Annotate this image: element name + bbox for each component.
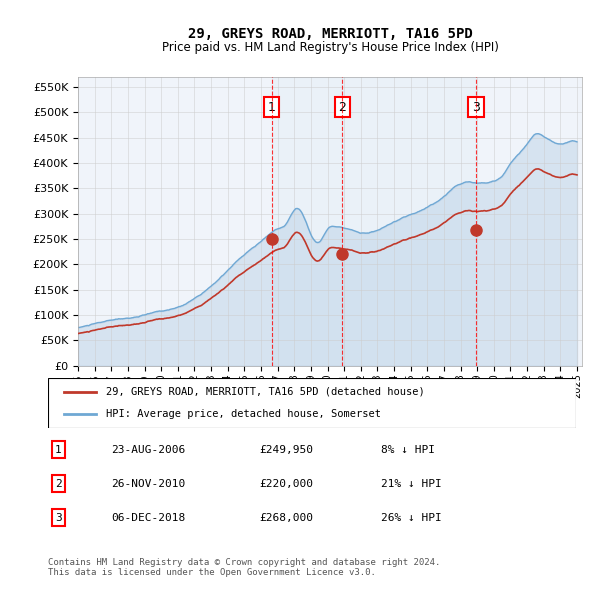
- Text: 8% ↓ HPI: 8% ↓ HPI: [380, 445, 434, 455]
- Text: HPI: Average price, detached house, Somerset: HPI: Average price, detached house, Some…: [106, 409, 381, 419]
- Bar: [272, 77, 343, 366]
- Text: 23-AUG-2006: 23-AUG-2006: [112, 445, 185, 455]
- Text: 3: 3: [472, 101, 480, 114]
- Text: 1: 1: [55, 445, 62, 455]
- Text: 2: 2: [338, 101, 346, 114]
- Text: £249,950: £249,950: [259, 445, 313, 455]
- Text: 29, GREYS ROAD, MERRIOTT, TA16 5PD: 29, GREYS ROAD, MERRIOTT, TA16 5PD: [188, 27, 472, 41]
- Text: 3: 3: [55, 513, 62, 523]
- Text: £268,000: £268,000: [259, 513, 313, 523]
- Text: 1: 1: [268, 101, 276, 114]
- Text: 26% ↓ HPI: 26% ↓ HPI: [380, 513, 442, 523]
- Text: 2: 2: [55, 479, 62, 489]
- Text: £220,000: £220,000: [259, 479, 313, 489]
- Text: 21% ↓ HPI: 21% ↓ HPI: [380, 479, 442, 489]
- Text: Contains HM Land Registry data © Crown copyright and database right 2024.
This d: Contains HM Land Registry data © Crown c…: [48, 558, 440, 577]
- Text: 06-DEC-2018: 06-DEC-2018: [112, 513, 185, 523]
- Text: 29, GREYS ROAD, MERRIOTT, TA16 5PD (detached house): 29, GREYS ROAD, MERRIOTT, TA16 5PD (deta…: [106, 386, 425, 396]
- FancyBboxPatch shape: [48, 378, 576, 428]
- Text: Price paid vs. HM Land Registry's House Price Index (HPI): Price paid vs. HM Land Registry's House …: [161, 41, 499, 54]
- Bar: [343, 77, 476, 366]
- Text: 26-NOV-2010: 26-NOV-2010: [112, 479, 185, 489]
